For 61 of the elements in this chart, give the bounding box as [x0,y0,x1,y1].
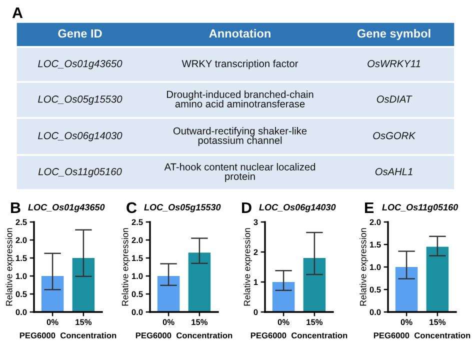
x-axis-title: PEG6000 Concentration [20,332,116,338]
text: Drought-induced branched-chain amino acid aminotransferase [167,90,314,108]
x-axis-title: PEG6000 Concentration [374,332,470,338]
chart-subtitle: LOC_Os11g05160 [382,204,458,212]
y-axis-title: Relative expression [122,228,130,306]
y-tick-label: 0.5 [16,291,27,298]
y-tick-label: 2.0 [132,237,143,244]
text: Annotation [209,29,270,38]
y-tick-label: 3 [254,219,258,226]
y-tick-label: 0.5 [370,286,381,293]
y-tick-label: 1.0 [16,273,27,280]
text: OsAHL1 [375,168,412,176]
y-tick-label: 0 [254,309,258,316]
x-tick-label: 0% [46,319,58,326]
text: WRKY transcription factor [182,60,298,70]
y-tick-label: 0.0 [132,309,143,316]
x-axis-title: PEG6000 Concentration [136,332,232,338]
x-tick-label: 15% [306,319,323,326]
y-tick-label: 1.5 [16,255,27,262]
y-tick-label: 1.5 [370,242,381,248]
text: A [12,7,23,18]
x-tick-label: 0% [278,319,290,326]
text: OsDIAT [376,96,412,103]
y-tick-label: 0.0 [370,309,381,316]
y-axis-title: Relative expression [6,228,14,306]
text: LOC_Os06g14030 [38,132,122,142]
y-tick-label: 2.0 [16,237,27,244]
y-tick-label: 0.0 [16,309,27,316]
text: AT-hook content nuclear localized protein [164,163,316,182]
x-tick-label: 0% [162,319,174,326]
text: Gene symbol [357,29,430,40]
x-tick-label: 0% [400,319,412,326]
y-tick-label: 1.5 [132,255,143,262]
text: LOC_Os01g43650 [38,60,122,70]
y-axis-title: Relative expression [360,228,368,306]
text: LOC_Os11g05160 [38,168,122,178]
x-tick-label: 15% [430,319,446,326]
y-tick-label: 1.0 [132,273,143,280]
text: OsGORK [373,132,416,140]
text: LOC_Os05g15530 [38,96,122,105]
y-tick-label: 0.5 [132,291,143,298]
text: Gene ID [58,29,102,38]
y-tick-label: 2 [254,249,258,256]
chart-title: E [365,202,374,213]
x-tick-label: 15% [192,319,208,326]
text: OsWRKY11 [368,60,420,68]
y-tick-label: 2.0 [370,219,381,226]
y-axis-title: Relative expression [244,228,252,306]
y-tick-label: 1.0 [370,264,381,270]
x-tick-label: 15% [76,319,92,326]
y-tick-label: 2.5 [132,219,143,226]
x-axis-title: PEG6000 Concentration [250,332,348,338]
chart-title: D [242,202,252,213]
y-tick-label: 2.5 [16,219,27,226]
chart-title: B [11,202,20,213]
chart-subtitle: LOC_Os05g15530 [144,204,221,212]
chart-title: C [126,202,137,214]
y-tick-label: 1 [254,279,258,286]
chart-subtitle: LOC_Os06g14030 [259,204,336,212]
chart-subtitle: LOC_Os01g43650 [28,204,105,212]
text: Outward-rectifying shaker-like potassium channel [173,127,307,146]
